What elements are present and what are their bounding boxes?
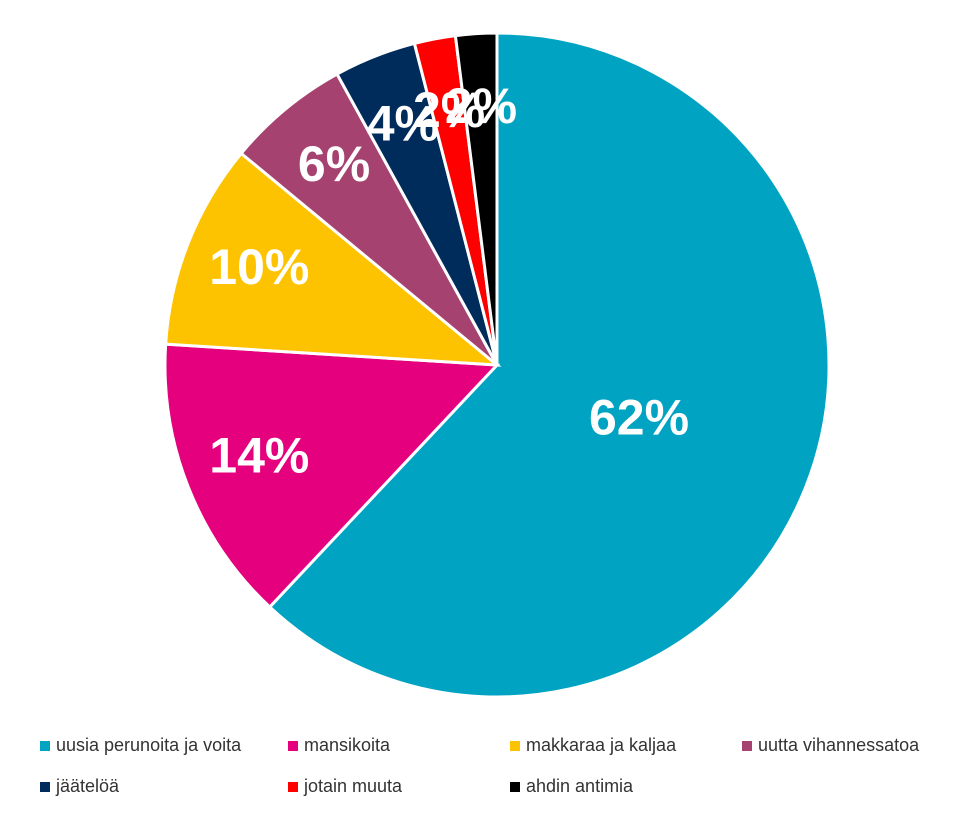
data-label: 4% <box>367 96 439 152</box>
legend-marker <box>288 782 298 792</box>
legend-marker <box>40 782 50 792</box>
legend-marker <box>510 782 520 792</box>
data-label: 10% <box>209 239 309 295</box>
data-label: 6% <box>298 136 370 192</box>
pie-slice <box>239 72 499 367</box>
data-label: 2% <box>413 82 485 138</box>
legend-label: uusia perunoita ja voita <box>56 735 242 755</box>
pie-slice <box>164 151 502 367</box>
legend-label: ahdin antimia <box>526 776 634 796</box>
pie-slice <box>163 342 501 610</box>
legend-marker <box>742 741 752 751</box>
data-label: 14% <box>209 427 309 483</box>
legend-marker <box>40 741 50 751</box>
legend-marker <box>288 741 298 751</box>
legend-label: uutta vihannessatoa <box>758 735 920 755</box>
legend-label: makkaraa ja kaljaa <box>526 735 677 755</box>
legend-marker <box>510 741 520 751</box>
legend-label: mansikoita <box>304 735 391 755</box>
legend-label: jotain muuta <box>303 776 403 796</box>
legend-label: jäätelöä <box>55 776 120 796</box>
data-label: 2% <box>445 78 517 134</box>
pie-slice <box>453 31 499 366</box>
pie-slice <box>267 31 831 699</box>
data-label: 62% <box>589 389 689 445</box>
